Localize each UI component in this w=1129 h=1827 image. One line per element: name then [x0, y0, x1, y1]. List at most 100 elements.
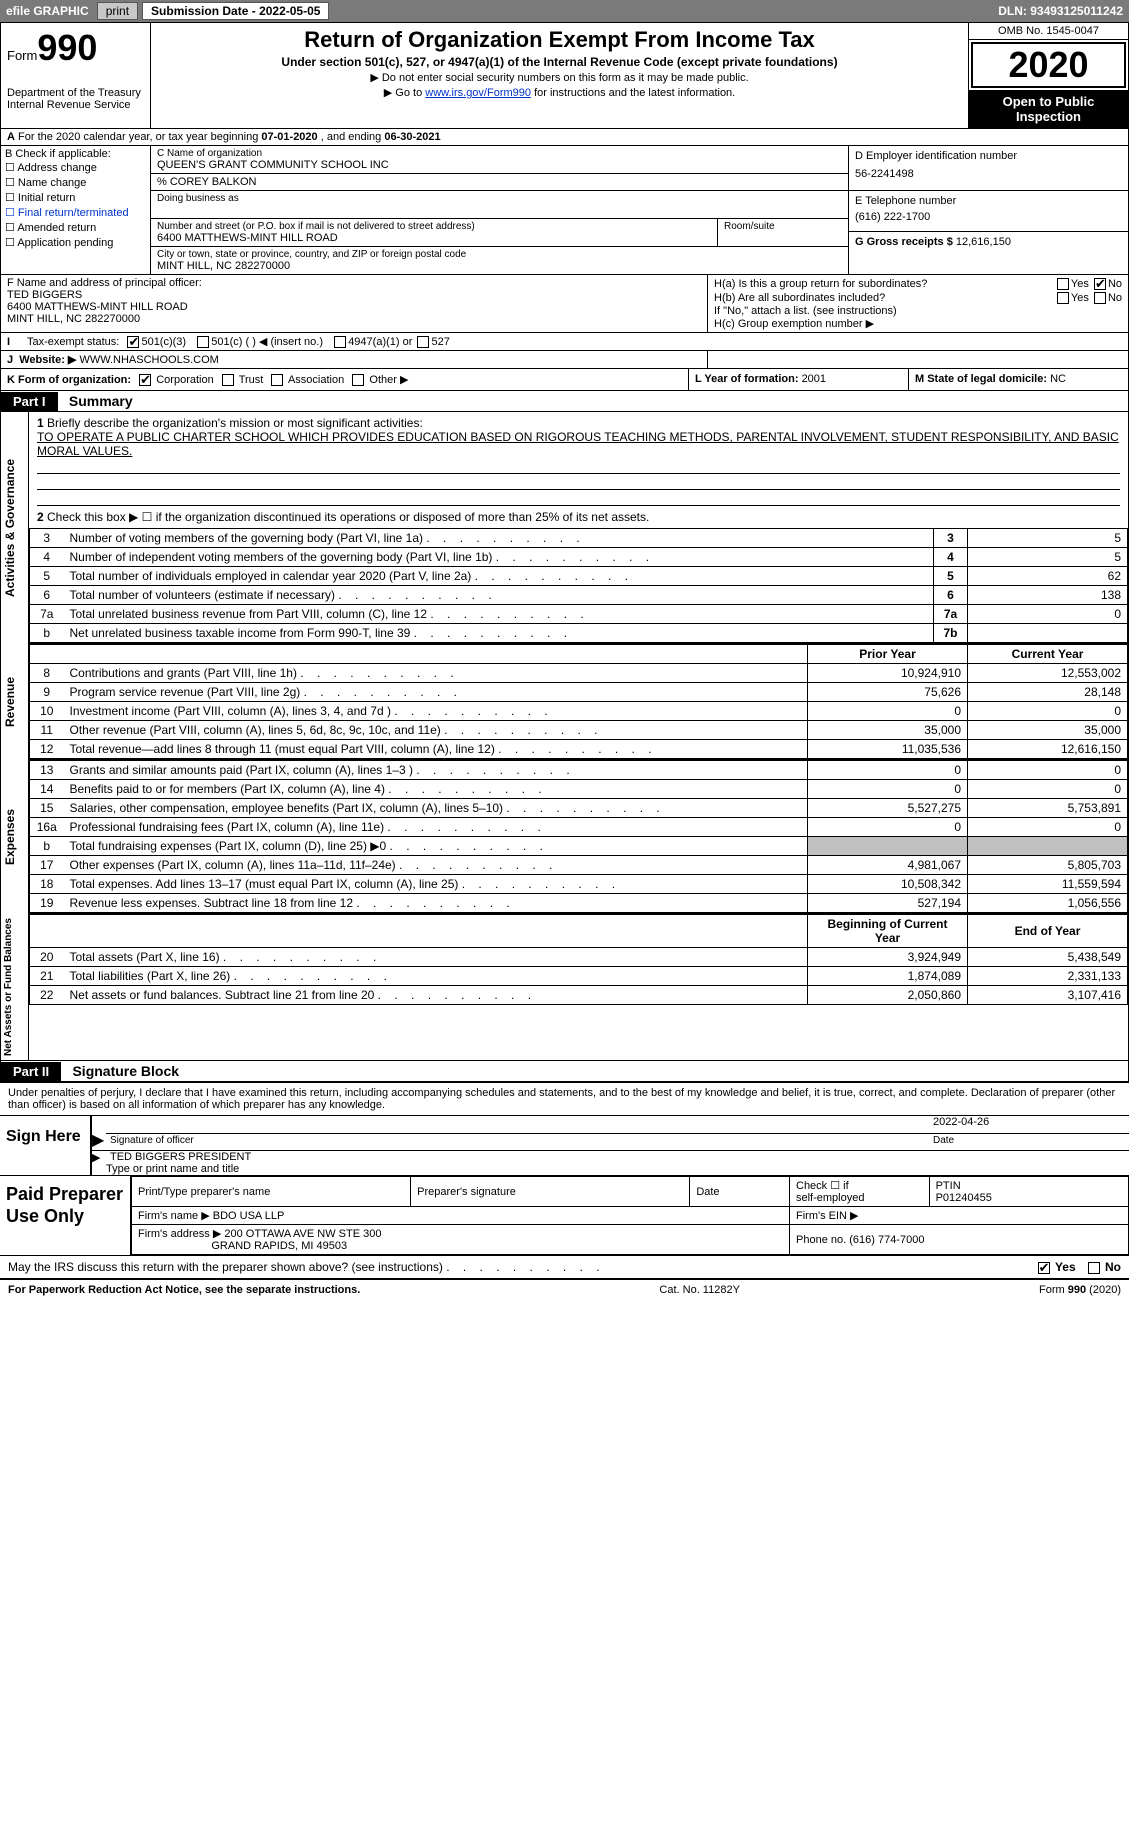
prep-selfemp[interactable]: Check ☐ ifself-employed	[790, 1177, 930, 1207]
block-bcde: B Check if applicable: ☐ Address change …	[0, 146, 1129, 275]
cell-current: 5,753,891	[968, 799, 1128, 818]
chk-501c[interactable]	[197, 336, 209, 348]
discuss-yes[interactable]	[1038, 1262, 1050, 1274]
box-de: D Employer identification number 56-2241…	[848, 146, 1128, 274]
firm-ein: Firm's EIN ▶	[790, 1207, 1129, 1225]
officer-sig-label: Signature of officer	[106, 1134, 929, 1147]
line-num: 8	[30, 664, 64, 683]
form-number: Form990	[7, 27, 144, 69]
vtab-governance: Activities & Governance	[1, 412, 29, 644]
line-num: 21	[30, 967, 64, 986]
header-right: OMB No. 1545-0047 2020 Open to Public In…	[968, 23, 1128, 128]
discuss-no[interactable]	[1088, 1262, 1100, 1274]
cell-prior: 0	[808, 780, 968, 799]
addr-label: Number and street (or P.O. box if mail i…	[157, 221, 711, 232]
chk-initial-return[interactable]: ☐ Initial return	[5, 190, 146, 205]
chk-address-change[interactable]: ☐ Address change	[5, 160, 146, 175]
chk-final-return[interactable]: ☐ Final return/terminated	[5, 205, 146, 220]
hc-text: H(c) Group exemption number ▶	[714, 317, 1122, 330]
revenue-table: Prior Year Current Year8 Contributions a…	[29, 644, 1128, 759]
chk-other[interactable]	[352, 374, 364, 386]
box-h: H(a) Is this a group return for subordin…	[708, 275, 1128, 332]
chk-501c3[interactable]	[127, 336, 139, 348]
section-netassets: Beginning of Current Year End of Year20 …	[29, 914, 1128, 1060]
cell-shade	[808, 837, 968, 856]
city-value: MINT HILL, NC 282270000	[157, 260, 842, 272]
chk-app-pending[interactable]: ☐ Application pending	[5, 235, 146, 250]
website-label: Website: ▶	[19, 354, 76, 366]
ein-value: 56-2241498	[855, 162, 1122, 186]
ha-no[interactable]	[1094, 278, 1106, 290]
print-button[interactable]: print	[97, 2, 138, 20]
cell-prior: 0	[808, 702, 968, 721]
sig-date-label: Date	[929, 1134, 1129, 1147]
table-row: 19 Revenue less expenses. Subtract line …	[30, 894, 1128, 913]
line-num: 12	[30, 740, 64, 759]
line-num: 18	[30, 875, 64, 894]
line-num: 15	[30, 799, 64, 818]
irs-link[interactable]: www.irs.gov/Form990	[425, 87, 531, 99]
line-text: Total assets (Part X, line 16)	[64, 948, 808, 967]
footer-paperwork: For Paperwork Reduction Act Notice, see …	[8, 1284, 360, 1296]
line-ref: 6	[934, 586, 968, 605]
org-name-label: C Name of organization	[157, 148, 842, 159]
chk-amended[interactable]: ☐ Amended return	[5, 220, 146, 235]
row-klm: K Form of organization: Corporation Trus…	[0, 369, 1129, 391]
chk-4947[interactable]	[334, 336, 346, 348]
chk-name-change[interactable]: ☐ Name change	[5, 175, 146, 190]
table-row: 4 Number of independent voting members o…	[30, 548, 1128, 567]
street-address: 6400 MATTHEWS-MINT HILL ROAD	[157, 232, 711, 244]
officer-signature-field[interactable]	[106, 1116, 929, 1134]
city-row: City or town, state or province, country…	[151, 247, 848, 274]
sig-line-2: ▶ TED BIGGERS PRESIDENT Type or print na…	[92, 1151, 1129, 1175]
chk-corp[interactable]	[139, 374, 151, 386]
expenses-table: 13 Grants and similar amounts paid (Part…	[29, 760, 1128, 913]
prep-sig-hdr: Preparer's signature	[411, 1177, 690, 1207]
hb2-text: If "No," attach a list. (see instruction…	[714, 305, 1122, 317]
hb-yes[interactable]	[1057, 292, 1069, 304]
col-current: Current Year	[968, 645, 1128, 664]
line-text: Grants and similar amounts paid (Part IX…	[64, 761, 808, 780]
line-num: 9	[30, 683, 64, 702]
box-g: G Gross receipts $ 12,616,150	[849, 232, 1128, 252]
col-current: End of Year	[968, 915, 1128, 948]
officer-name-label: Type or print name and title	[106, 1163, 1129, 1175]
line-text: Total fundraising expenses (Part IX, col…	[64, 837, 808, 856]
line-num: 4	[30, 548, 64, 567]
line-num: 7a	[30, 605, 64, 624]
chk-assoc[interactable]	[271, 374, 283, 386]
chk-527[interactable]	[417, 336, 429, 348]
org-name: QUEEN'S GRANT COMMUNITY SCHOOL INC	[157, 159, 842, 171]
officer-name-value: TED BIGGERS PRESIDENT	[106, 1151, 1129, 1163]
prep-ptin: PTINP01240455	[929, 1177, 1128, 1207]
line-num: 10	[30, 702, 64, 721]
part1-tag: Part I	[1, 392, 58, 411]
part2-header: Part II Signature Block	[0, 1061, 1129, 1082]
line-text: Investment income (Part VIII, column (A)…	[64, 702, 808, 721]
cell-current: 0	[968, 761, 1128, 780]
row-a: A For the 2020 calendar year, or tax yea…	[0, 129, 1129, 146]
hb-no[interactable]	[1094, 292, 1106, 304]
table-row: 3 Number of voting members of the govern…	[30, 529, 1128, 548]
cell-current: 2,331,133	[968, 967, 1128, 986]
cell-current: 5,805,703	[968, 856, 1128, 875]
open-inspection: Open to Public Inspection	[969, 90, 1128, 128]
line-num: 19	[30, 894, 64, 913]
firm-addr-row: Firm's address ▶ 200 OTTAWA AVE NW STE 3…	[132, 1225, 790, 1255]
chk-trust[interactable]	[222, 374, 234, 386]
line-num: 20	[30, 948, 64, 967]
ha-yes[interactable]	[1057, 278, 1069, 290]
line-ref: 3	[934, 529, 968, 548]
line-num: 17	[30, 856, 64, 875]
section-expenses: 13 Grants and similar amounts paid (Part…	[29, 760, 1128, 914]
cell-prior: 1,874,089	[808, 967, 968, 986]
prep-name-hdr: Print/Type preparer's name	[132, 1177, 411, 1207]
room-suite: Room/suite	[718, 219, 848, 246]
cell-prior: 0	[808, 761, 968, 780]
hb-text: H(b) Are all subordinates included?	[714, 292, 885, 304]
line-1: 1 Briefly describe the organization's mi…	[29, 412, 1128, 506]
note2-b: for instructions and the latest informat…	[531, 87, 735, 99]
omb-number: OMB No. 1545-0047	[969, 23, 1128, 40]
submission-date: 2022-05-05	[259, 4, 320, 18]
box-f: F Name and address of principal officer:…	[1, 275, 708, 332]
